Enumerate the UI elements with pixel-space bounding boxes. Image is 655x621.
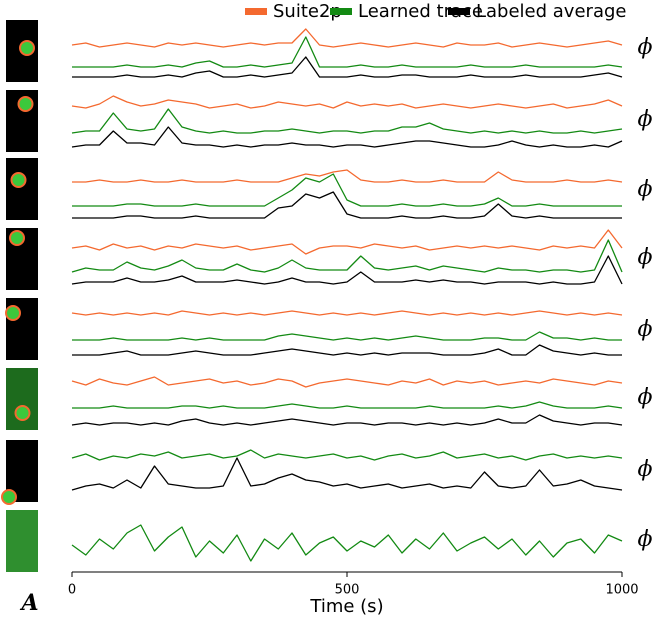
trace — [71, 457, 623, 491]
trace — [71, 239, 623, 273]
cell-roi — [10, 172, 27, 188]
legend-label: Labeled average — [476, 1, 626, 22]
x-tick-label: 1000 — [605, 583, 638, 598]
trace — [72, 56, 623, 78]
cell-roi — [1, 489, 17, 505]
row-label: ϕ — [638, 35, 653, 60]
trace — [72, 173, 622, 207]
cell-thumbnail — [6, 158, 38, 220]
cell-thumbnail — [6, 510, 38, 572]
legend-label: Suite2p — [273, 1, 342, 22]
x-axis-label: Time (s) — [309, 596, 383, 617]
trace — [71, 95, 623, 109]
trace — [71, 414, 623, 426]
row-label: ϕ — [638, 107, 653, 132]
legend-swatch — [448, 8, 470, 15]
trace — [71, 126, 623, 148]
x-tick-label: 500 — [335, 583, 360, 598]
trace — [71, 28, 623, 48]
trace — [71, 108, 623, 134]
row-label: ϕ — [638, 245, 653, 270]
trace — [72, 344, 622, 356]
trace — [72, 191, 622, 219]
cell-roi — [17, 96, 34, 112]
trace — [71, 255, 623, 285]
row-label: ϕ — [638, 317, 653, 342]
trace — [71, 229, 623, 255]
legend-label: Learned trace — [358, 1, 483, 22]
trace — [71, 449, 623, 461]
cell-roi — [19, 40, 35, 56]
trace — [71, 310, 623, 316]
legend-swatch — [330, 8, 352, 15]
x-tick-label: 0 — [68, 583, 76, 598]
row-label: ϕ — [638, 457, 653, 482]
trace — [72, 401, 623, 409]
cell-roi — [14, 405, 31, 421]
cell-roi — [9, 230, 25, 246]
row-label: ϕ — [638, 177, 653, 202]
trace — [72, 331, 622, 341]
trace — [71, 376, 623, 388]
row-label: ϕ — [638, 527, 653, 552]
panel-label: A — [19, 590, 38, 616]
legend-swatch — [245, 8, 267, 15]
trace — [72, 169, 623, 183]
cell-roi — [5, 305, 21, 321]
row-label: ϕ — [638, 385, 653, 410]
trace — [72, 36, 623, 68]
trace — [71, 524, 623, 562]
